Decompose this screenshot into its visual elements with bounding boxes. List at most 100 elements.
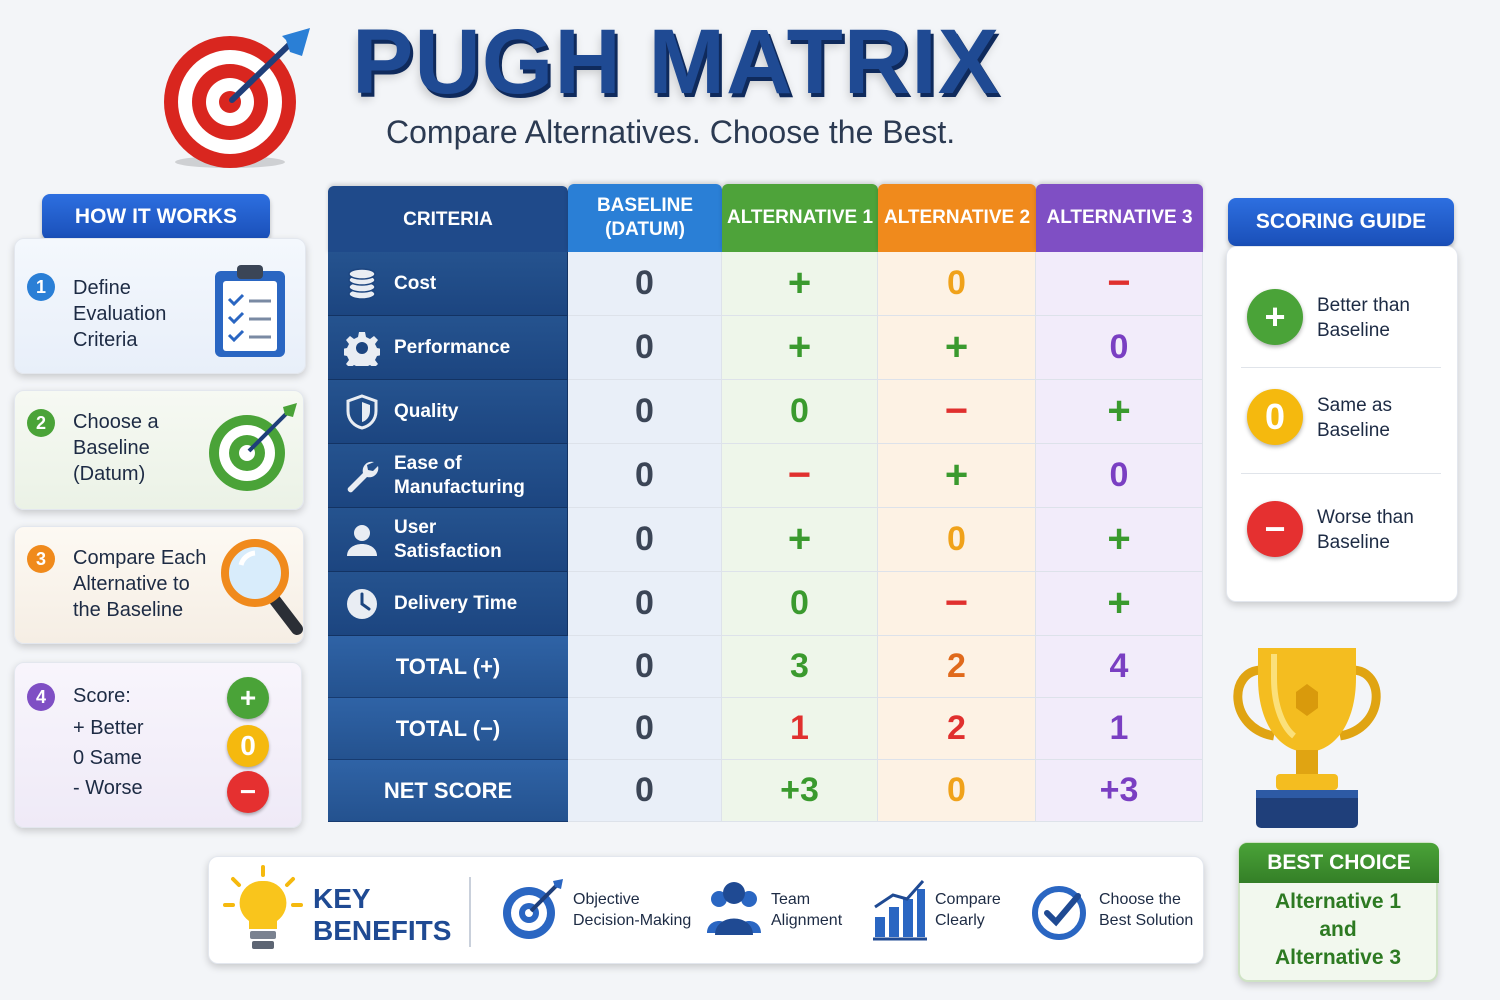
score-cell: − (1036, 252, 1203, 316)
clipboard-checklist-icon (215, 265, 285, 357)
score-cell: 0 (568, 380, 722, 444)
score-cell: 0 (568, 444, 722, 508)
team-icon (707, 882, 761, 935)
target-logo-icon (164, 28, 310, 168)
score-cell: + (722, 252, 878, 316)
score-cell: + (878, 316, 1036, 380)
step-text: Define Evaluation Criteria (73, 277, 167, 351)
criterion-row-header: Delivery Time (328, 572, 568, 636)
total-cell: 4 (1036, 636, 1203, 698)
plus-badge-icon: + (227, 677, 269, 719)
best-choice-panel: BEST CHOICE Alternative 1 and Alternativ… (1238, 842, 1439, 982)
magnifier-icon (221, 539, 303, 635)
score-cell: − (878, 380, 1036, 444)
criterion-row-header: Ease of Manufacturing (328, 444, 568, 508)
score-cell: − (878, 572, 1036, 636)
guide-text: Worse than Baseline (1317, 507, 1414, 553)
score-cell: 0 (878, 508, 1036, 572)
guide-row-worse: − Worse than Baseline (1227, 479, 1457, 579)
zero-badge-icon: 0 (1247, 389, 1303, 445)
step-card-4: 4 Score: + Better 0 Same - Worse + 0 − (14, 662, 302, 828)
criterion-row-header: Cost (328, 252, 568, 316)
column-header-alternative-2: ALTERNATIVE 2 (878, 184, 1036, 252)
net-score-cell: +3 (1036, 760, 1203, 822)
total-cell: 1 (1036, 698, 1203, 760)
lightbulb-icon (223, 865, 303, 949)
guide-text: Better than Baseline (1317, 295, 1410, 341)
criterion-row-header: User Satisfaction (328, 508, 568, 572)
bar-chart-icon (873, 880, 927, 941)
score-cell: 0 (568, 508, 722, 572)
step-text: Score: (73, 685, 131, 707)
score-cell: − (722, 444, 878, 508)
total-row-header: TOTAL (+) (328, 636, 568, 698)
scoring-guide-heading: SCORING GUIDE (1228, 198, 1454, 246)
plus-badge-icon: + (1247, 289, 1303, 345)
guide-row-same: 0 Same as Baseline (1227, 371, 1457, 471)
key-benefits-panel: KEY BENEFITS Objective Decision-Making T… (208, 856, 1204, 964)
score-cell: 0 (568, 316, 722, 380)
score-cell: 0 (722, 380, 878, 444)
score-cell: 0 (1036, 316, 1203, 380)
net-score-cell: 0 (568, 760, 722, 822)
gear-icon (342, 328, 382, 368)
best-choice-heading: BEST CHOICE (1239, 843, 1439, 883)
total-cell: 0 (568, 636, 722, 698)
target-icon (209, 403, 297, 491)
benefit-compare: Compare Clearly (871, 877, 1001, 943)
page-title: PUGH MATRIX (352, 11, 1001, 113)
score-cell: + (1036, 572, 1203, 636)
column-header-baseline: BASELINE (DATUM) (568, 184, 722, 252)
criterion-label: Quality (394, 400, 459, 422)
total-cell: 0 (568, 698, 722, 760)
page-subtitle: Compare Alternatives. Choose the Best. (386, 114, 956, 150)
score-cell: 0 (722, 572, 878, 636)
criterion-row-header: Quality (328, 380, 568, 444)
target-icon (503, 879, 563, 939)
zero-badge-icon: 0 (227, 725, 269, 767)
user-icon (342, 520, 382, 560)
minus-badge-icon: − (1247, 501, 1303, 557)
score-cell: 0 (1036, 444, 1203, 508)
score-cell: 0 (568, 252, 722, 316)
total-row-header: TOTAL (−) (328, 698, 568, 760)
step-number: 3 (27, 545, 55, 573)
total-cell: 3 (722, 636, 878, 698)
benefit-text: Team Alignment (771, 891, 843, 929)
step-number: 2 (27, 409, 55, 437)
criterion-label: Ease of Manufacturing (394, 452, 525, 498)
clock-icon (342, 584, 382, 624)
score-cell: + (1036, 508, 1203, 572)
guide-text: Same as Baseline (1317, 395, 1392, 441)
step-number: 1 (27, 273, 55, 301)
benefit-text: Choose the Best Solution (1099, 891, 1194, 929)
net-score-cell: +3 (722, 760, 878, 822)
column-header-alternative-3: ALTERNATIVE 3 (1036, 184, 1203, 252)
benefit-text: Compare Clearly (935, 891, 1001, 929)
score-cell: 0 (568, 572, 722, 636)
benefit-choose: Choose the Best Solution (1031, 877, 1193, 943)
best-choice-line-1: Alternative 1 (1274, 890, 1402, 913)
step-card-2: 2 Choose a Baseline (Datum) (14, 390, 304, 510)
criterion-label: Delivery Time (394, 592, 518, 614)
step-number: 4 (27, 683, 55, 711)
guide-row-better: + Better than Baseline (1227, 265, 1457, 365)
score-line-better: + Better (73, 717, 144, 739)
score-cell: + (722, 316, 878, 380)
score-line-worse: - Worse (73, 777, 143, 799)
wrench-icon (342, 456, 382, 496)
column-header-alternative-1: ALTERNATIVE 1 (722, 184, 878, 252)
criterion-label: Performance (394, 336, 511, 358)
score-cell: + (1036, 380, 1203, 444)
benefit-objective: Objective Decision-Making (499, 877, 691, 943)
step-card-3: 3 Compare Each Alternative to the Baseli… (14, 526, 304, 644)
pugh-matrix-table: CRITERIA BASELINE (DATUM) ALTERNATIVE 1 ALT… (328, 184, 1203, 830)
check-circle-icon (1032, 886, 1086, 940)
step-card-1: 1 Define Evaluation Criteria (14, 238, 306, 374)
score-cell: 0 (878, 252, 1036, 316)
step-text: Compare Each Alternative to the Baseline (73, 547, 207, 621)
benefit-team: Team Alignment (705, 877, 842, 943)
minus-badge-icon: − (227, 771, 269, 813)
score-cell: + (878, 444, 1036, 508)
total-cell: 2 (878, 698, 1036, 760)
